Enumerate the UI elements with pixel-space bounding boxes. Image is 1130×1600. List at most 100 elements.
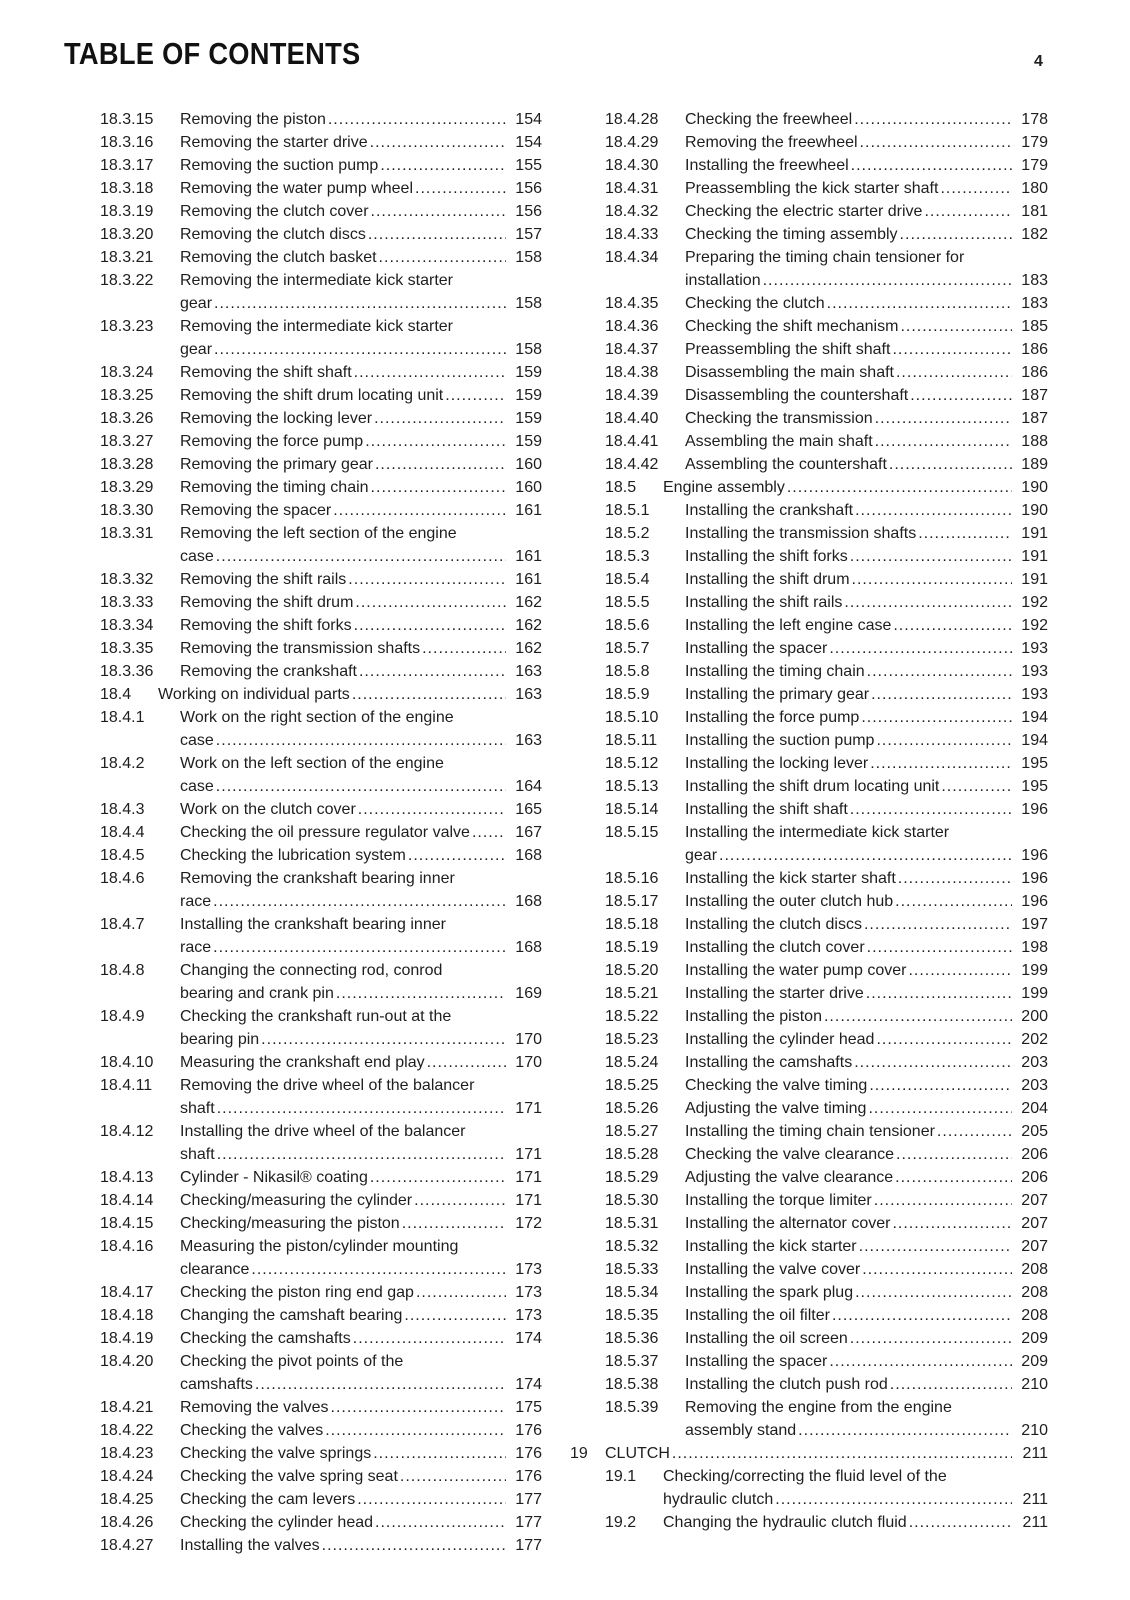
toc-entry[interactable]: 18.3.23 Removing the intermediate kick st… [100, 315, 542, 361]
toc-entry[interactable]: 18.4.2 Work on the left section of the en… [100, 752, 542, 798]
toc-entry[interactable]: 18.5.1 Installing the crankshaft 190 [570, 499, 1048, 522]
toc-entry[interactable]: 19.2 Changing the hydraulic clutch fluid 2… [570, 1511, 1048, 1534]
toc-entry[interactable]: 18.5.19 Installing the clutch cover 198 [570, 936, 1048, 959]
toc-entry[interactable]: 18.4 Working on individual parts 163 [100, 683, 542, 706]
toc-entry[interactable]: 18.5.5 Installing the shift rails 192 [570, 591, 1048, 614]
toc-entry[interactable]: 18.5.37 Installing the spacer 209 [570, 1350, 1048, 1373]
toc-entry[interactable]: 18.3.20 Removing the clutch discs 157 [100, 223, 542, 246]
toc-entry[interactable]: 18.5.17 Installing the outer clutch hub 19… [570, 890, 1048, 913]
toc-entry[interactable]: 18.5.11 Installing the suction pump 194 [570, 729, 1048, 752]
toc-entry[interactable]: 18.5.28 Checking the valve clearance 206 [570, 1143, 1048, 1166]
toc-entry[interactable]: 18.4.24 Checking the valve spring seat 176 [100, 1465, 542, 1488]
toc-entry[interactable]: 18.3.34 Removing the shift forks 162 [100, 614, 542, 637]
toc-entry[interactable]: 18.3.26 Removing the locking lever 159 [100, 407, 542, 430]
toc-entry[interactable]: 18.4.19 Checking the camshafts 174 [100, 1327, 542, 1350]
toc-entry[interactable]: 18.5.31 Installing the alternator cover 20… [570, 1212, 1048, 1235]
toc-entry[interactable]: 18.3.36 Removing the crankshaft 163 [100, 660, 542, 683]
toc-entry[interactable]: 18.4.34 Preparing the timing chain tensio… [570, 246, 1048, 292]
toc-entry[interactable]: 18.4.42 Assembling the countershaft 189 [570, 453, 1048, 476]
toc-entry[interactable]: 18.5.26 Adjusting the valve timing 204 [570, 1097, 1048, 1120]
toc-entry[interactable]: 18.4.28 Checking the freewheel 178 [570, 108, 1048, 131]
toc-entry[interactable]: 18.5.23 Installing the cylinder head 202 [570, 1028, 1048, 1051]
toc-entry[interactable]: 18.5.18 Installing the clutch discs 197 [570, 913, 1048, 936]
toc-entry[interactable]: 18.4.22 Checking the valves 176 [100, 1419, 542, 1442]
toc-entry[interactable]: 18.5.38 Installing the clutch push rod 210 [570, 1373, 1048, 1396]
toc-entry[interactable]: 18.4.29 Removing the freewheel 179 [570, 131, 1048, 154]
toc-entry[interactable]: 18.4.1 Work on the right section of the e… [100, 706, 542, 752]
toc-entry[interactable]: 18.4.14 Checking/measuring the cylinder 17… [100, 1189, 542, 1212]
toc-entry[interactable]: 18.4.8 Changing the connecting rod, conro… [100, 959, 542, 1005]
toc-entry[interactable]: 18.5.6 Installing the left engine case 192 [570, 614, 1048, 637]
toc-entry[interactable]: 18.4.13 Cylinder - Nikasil® coating 171 [100, 1166, 542, 1189]
toc-entry[interactable]: 18.5.39 Removing the engine from the engi… [570, 1396, 1048, 1442]
toc-entry[interactable]: 18.5.33 Installing the valve cover 208 [570, 1258, 1048, 1281]
toc-entry[interactable]: 18.4.17 Checking the piston ring end gap 1… [100, 1281, 542, 1304]
toc-entry[interactable]: 18.3.19 Removing the clutch cover 156 [100, 200, 542, 223]
toc-entry[interactable]: 18.4.6 Removing the crankshaft bearing in… [100, 867, 542, 913]
toc-entry[interactable]: 18.5.32 Installing the kick starter 207 [570, 1235, 1048, 1258]
toc-entry[interactable]: 18.5.29 Adjusting the valve clearance 206 [570, 1166, 1048, 1189]
toc-entry[interactable]: 18.4.40 Checking the transmission 187 [570, 407, 1048, 430]
toc-entry[interactable]: 18.4.30 Installing the freewheel 179 [570, 154, 1048, 177]
toc-entry[interactable]: 18.3.25 Removing the shift drum locating … [100, 384, 542, 407]
toc-entry[interactable]: 18.3.18 Removing the water pump wheel 156 [100, 177, 542, 200]
toc-entry[interactable]: 18.4.21 Removing the valves 175 [100, 1396, 542, 1419]
toc-entry[interactable]: 18.5.25 Checking the valve timing 203 [570, 1074, 1048, 1097]
toc-entry[interactable]: 18.4.9 Checking the crankshaft run-out at… [100, 1005, 542, 1051]
toc-entry[interactable]: 18.3.31 Removing the left section of the … [100, 522, 542, 568]
toc-entry[interactable]: 18.5.27 Installing the timing chain tensi… [570, 1120, 1048, 1143]
toc-entry[interactable]: 18.5.20 Installing the water pump cover 19… [570, 959, 1048, 982]
toc-entry[interactable]: 18.4.15 Checking/measuring the piston 172 [100, 1212, 542, 1235]
toc-entry[interactable]: 18.3.33 Removing the shift drum 162 [100, 591, 542, 614]
toc-entry[interactable]: 18.4.26 Checking the cylinder head 177 [100, 1511, 542, 1534]
toc-entry[interactable]: 19 CLUTCH 211 [570, 1442, 1048, 1465]
toc-entry[interactable]: 18.5.4 Installing the shift drum 191 [570, 568, 1048, 591]
toc-entry[interactable]: 18.3.29 Removing the timing chain 160 [100, 476, 542, 499]
toc-entry[interactable]: 18.4.4 Checking the oil pressure regulato… [100, 821, 542, 844]
toc-entry[interactable]: 19.1 Checking/correcting the fluid level … [570, 1465, 1048, 1511]
toc-entry[interactable]: 18.4.7 Installing the crankshaft bearing … [100, 913, 542, 959]
toc-entry[interactable]: 18.4.39 Disassembling the countershaft 187 [570, 384, 1048, 407]
toc-entry[interactable]: 18.3.30 Removing the spacer 161 [100, 499, 542, 522]
toc-entry[interactable]: 18.3.21 Removing the clutch basket 158 [100, 246, 542, 269]
toc-entry[interactable]: 18.3.22 Removing the intermediate kick st… [100, 269, 542, 315]
toc-entry[interactable]: 18.5.36 Installing the oil screen 209 [570, 1327, 1048, 1350]
toc-entry[interactable]: 18.5.30 Installing the torque limiter 207 [570, 1189, 1048, 1212]
toc-entry[interactable]: 18.4.32 Checking the electric starter dri… [570, 200, 1048, 223]
toc-entry[interactable]: 18.3.27 Removing the force pump 159 [100, 430, 542, 453]
toc-entry[interactable]: 18.5.2 Installing the transmission shafts… [570, 522, 1048, 545]
toc-entry[interactable]: 18.5.14 Installing the shift shaft 196 [570, 798, 1048, 821]
toc-entry[interactable]: 18.4.38 Disassembling the main shaft 186 [570, 361, 1048, 384]
toc-entry[interactable]: 18.5.15 Installing the intermediate kick … [570, 821, 1048, 867]
toc-entry[interactable]: 18.3.15 Removing the piston 154 [100, 108, 542, 131]
toc-entry[interactable]: 18.4.16 Measuring the piston/cylinder mou… [100, 1235, 542, 1281]
toc-entry[interactable]: 18.4.41 Assembling the main shaft 188 [570, 430, 1048, 453]
toc-entry[interactable]: 18.5.35 Installing the oil filter 208 [570, 1304, 1048, 1327]
toc-entry[interactable]: 18.4.10 Measuring the crankshaft end play… [100, 1051, 542, 1074]
toc-entry[interactable]: 18.4.3 Work on the clutch cover 165 [100, 798, 542, 821]
toc-entry[interactable]: 18.5 Engine assembly 190 [570, 476, 1048, 499]
toc-entry[interactable]: 18.4.11 Removing the drive wheel of the b… [100, 1074, 542, 1120]
toc-entry[interactable]: 18.5.10 Installing the force pump 194 [570, 706, 1048, 729]
toc-entry[interactable]: 18.5.3 Installing the shift forks 191 [570, 545, 1048, 568]
toc-entry[interactable]: 18.4.35 Checking the clutch 183 [570, 292, 1048, 315]
toc-entry[interactable]: 18.4.33 Checking the timing assembly 182 [570, 223, 1048, 246]
toc-entry[interactable]: 18.5.12 Installing the locking lever 195 [570, 752, 1048, 775]
toc-entry[interactable]: 18.4.25 Checking the cam levers 177 [100, 1488, 542, 1511]
toc-entry[interactable]: 18.4.23 Checking the valve springs 176 [100, 1442, 542, 1465]
toc-entry[interactable]: 18.4.18 Changing the camshaft bearing 173 [100, 1304, 542, 1327]
toc-entry[interactable]: 18.4.27 Installing the valves 177 [100, 1534, 542, 1557]
toc-entry[interactable]: 18.5.16 Installing the kick starter shaft… [570, 867, 1048, 890]
toc-entry[interactable]: 18.4.12 Installing the drive wheel of the… [100, 1120, 542, 1166]
toc-entry[interactable]: 18.5.9 Installing the primary gear 193 [570, 683, 1048, 706]
toc-entry[interactable]: 18.5.7 Installing the spacer 193 [570, 637, 1048, 660]
toc-entry[interactable]: 18.4.31 Preassembling the kick starter sh… [570, 177, 1048, 200]
toc-entry[interactable]: 18.5.13 Installing the shift drum locatin… [570, 775, 1048, 798]
toc-entry[interactable]: 18.3.35 Removing the transmission shafts 1… [100, 637, 542, 660]
toc-entry[interactable]: 18.3.16 Removing the starter drive 154 [100, 131, 542, 154]
toc-entry[interactable]: 18.5.21 Installing the starter drive 199 [570, 982, 1048, 1005]
toc-entry[interactable]: 18.5.22 Installing the piston 200 [570, 1005, 1048, 1028]
toc-entry[interactable]: 18.4.20 Checking the pivot points of the c… [100, 1350, 542, 1396]
toc-entry[interactable]: 18.3.24 Removing the shift shaft 159 [100, 361, 542, 384]
toc-entry[interactable]: 18.4.5 Checking the lubrication system 168 [100, 844, 542, 867]
